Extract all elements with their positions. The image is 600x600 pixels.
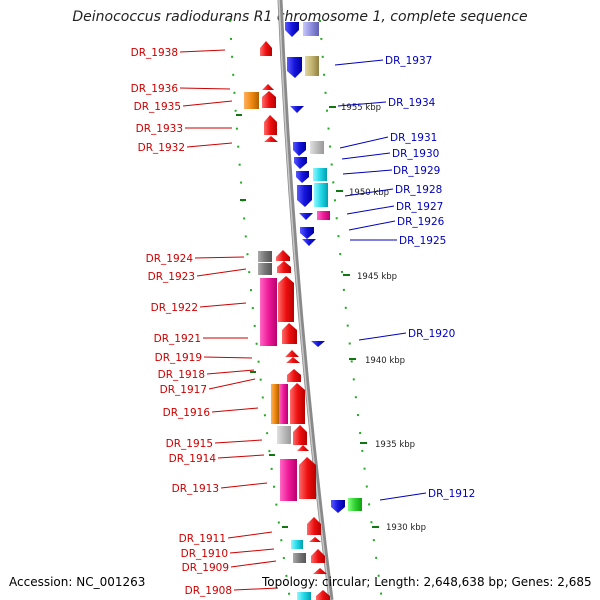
gene-glyph-dr1938[interactable] bbox=[260, 41, 272, 56]
gene-glyph-dr1913[interactable] bbox=[280, 459, 297, 501]
scale-label-1940: 1940 kbp bbox=[365, 356, 405, 366]
label-dr1932[interactable]: DR_1932 bbox=[138, 142, 185, 154]
label-dr1915[interactable]: DR_1915 bbox=[166, 438, 213, 450]
label-dr1909[interactable]: DR_1909 bbox=[182, 562, 229, 574]
label-leaders bbox=[179, 49, 427, 591]
gene-glyph-dr1931[interactable] bbox=[293, 142, 306, 156]
label-dr1911[interactable]: DR_1911 bbox=[179, 533, 226, 545]
label-dr1910[interactable]: DR_1910 bbox=[181, 548, 228, 560]
label-dr1914[interactable]: DR_1914 bbox=[169, 453, 217, 465]
gene-glyph-dr1911[interactable] bbox=[307, 517, 321, 535]
gene-glyph-dr1928[interactable] bbox=[297, 185, 312, 207]
label-dr1913[interactable]: DR_1913 bbox=[172, 483, 219, 495]
gene-glyph-dr1919[interactable] bbox=[285, 350, 299, 357]
gene-glyph-dr1909[interactable] bbox=[293, 553, 306, 563]
gene-glyph-dr1936[interactable] bbox=[262, 84, 274, 90]
gene-glyph-dr1910[interactable] bbox=[291, 540, 303, 549]
gene-glyph-dr1915[interactable] bbox=[277, 426, 291, 444]
scale-label-1945: 1945 kbp bbox=[357, 272, 397, 282]
chromosome-backbone bbox=[277, 0, 334, 600]
label-dr1908[interactable]: DR_1908 bbox=[185, 585, 232, 597]
accession-text: Accession: NC_001263 bbox=[9, 575, 146, 589]
gene-glyph-dr1937[interactable] bbox=[287, 57, 302, 78]
gene-glyph-dr1924[interactable] bbox=[258, 251, 272, 262]
label-dr1919[interactable]: DR_1919 bbox=[155, 352, 202, 364]
forward-strand-genes bbox=[285, 22, 362, 513]
label-dr1923[interactable]: DR_1923 bbox=[148, 271, 195, 283]
gene-glyph-dr1916[interactable] bbox=[279, 384, 288, 424]
gene-glyph-dr1917[interactable] bbox=[271, 384, 279, 424]
label-dr1920[interactable]: DR_1920 bbox=[408, 328, 455, 340]
map-title: Deinococcus radiodurans R1 chromosome 1,… bbox=[72, 9, 528, 25]
label-dr1924[interactable]: DR_1924 bbox=[146, 253, 194, 265]
gene-glyph-dr1925[interactable] bbox=[300, 227, 314, 239]
label-dr1925[interactable]: DR_1925 bbox=[399, 235, 446, 247]
topology-text: Topology: circular; Length: 2,648,638 bp… bbox=[262, 575, 592, 589]
scale-label-1935: 1935 kbp bbox=[375, 440, 415, 450]
gene-glyph-dr1920[interactable] bbox=[311, 341, 325, 347]
label-dr1930[interactable]: DR_1930 bbox=[392, 148, 439, 160]
label-dr1929[interactable]: DR_1929 bbox=[393, 165, 440, 177]
label-dr1933[interactable]: DR_1933 bbox=[136, 123, 183, 135]
gene-glyph-dr1935-b[interactable] bbox=[244, 92, 259, 109]
scale-ticks bbox=[236, 106, 379, 528]
gene-glyph-dr1930[interactable] bbox=[294, 157, 307, 169]
scale-label-1955: 1955 kbp bbox=[341, 103, 381, 113]
right-gene-labels: DR_1937 DR_1934 DR_1931 DR_1930 DR_1929 … bbox=[385, 55, 475, 500]
gene-glyph-dr1921[interactable] bbox=[282, 323, 297, 344]
label-dr1936[interactable]: DR_1936 bbox=[131, 83, 179, 95]
gene-glyph-dr1929[interactable] bbox=[296, 171, 309, 183]
gene-glyph-dr1918[interactable] bbox=[286, 357, 300, 363]
label-dr1922[interactable]: DR_1922 bbox=[151, 302, 198, 314]
gene-glyph-dr1935[interactable] bbox=[262, 91, 276, 108]
gene-glyph-dr1932[interactable] bbox=[264, 136, 278, 142]
label-dr1916[interactable]: DR_1916 bbox=[163, 407, 211, 419]
label-dr1918[interactable]: DR_1918 bbox=[158, 369, 205, 381]
label-dr1928[interactable]: DR_1928 bbox=[395, 184, 442, 196]
gene-glyph-dr1934[interactable] bbox=[290, 106, 304, 113]
label-dr1934[interactable]: DR_1934 bbox=[388, 97, 436, 109]
label-dr1912[interactable]: DR_1912 bbox=[428, 488, 475, 500]
gene-glyph-dr1914[interactable] bbox=[297, 445, 309, 451]
gene-glyph-dr1926[interactable] bbox=[317, 211, 330, 220]
gene-glyph-dr1908[interactable] bbox=[297, 592, 311, 600]
label-dr1927[interactable]: DR_1927 bbox=[396, 201, 443, 213]
gene-glyph-dr1927[interactable] bbox=[299, 213, 313, 220]
label-dr1917[interactable]: DR_1917 bbox=[160, 384, 207, 396]
gene-glyph-dr1912[interactable] bbox=[331, 500, 345, 513]
label-dr1935[interactable]: DR_1935 bbox=[134, 101, 181, 113]
label-dr1938[interactable]: DR_1938 bbox=[131, 47, 178, 59]
label-dr1937[interactable]: DR_1937 bbox=[385, 55, 432, 67]
label-dr1926[interactable]: DR_1926 bbox=[397, 216, 445, 228]
gene-glyph-dr1922[interactable] bbox=[260, 278, 277, 346]
gene-glyph-dr1933[interactable] bbox=[264, 115, 277, 135]
gene-glyph-dr1923[interactable] bbox=[258, 263, 272, 275]
reverse-strand-genes bbox=[244, 41, 330, 600]
left-gene-labels: DR_1938 DR_1936 DR_1935 DR_1933 DR_1932 … bbox=[131, 47, 232, 597]
label-dr1931[interactable]: DR_1931 bbox=[390, 132, 437, 144]
scale-label-1930: 1930 kbp bbox=[386, 523, 426, 533]
label-dr1921[interactable]: DR_1921 bbox=[154, 333, 201, 345]
